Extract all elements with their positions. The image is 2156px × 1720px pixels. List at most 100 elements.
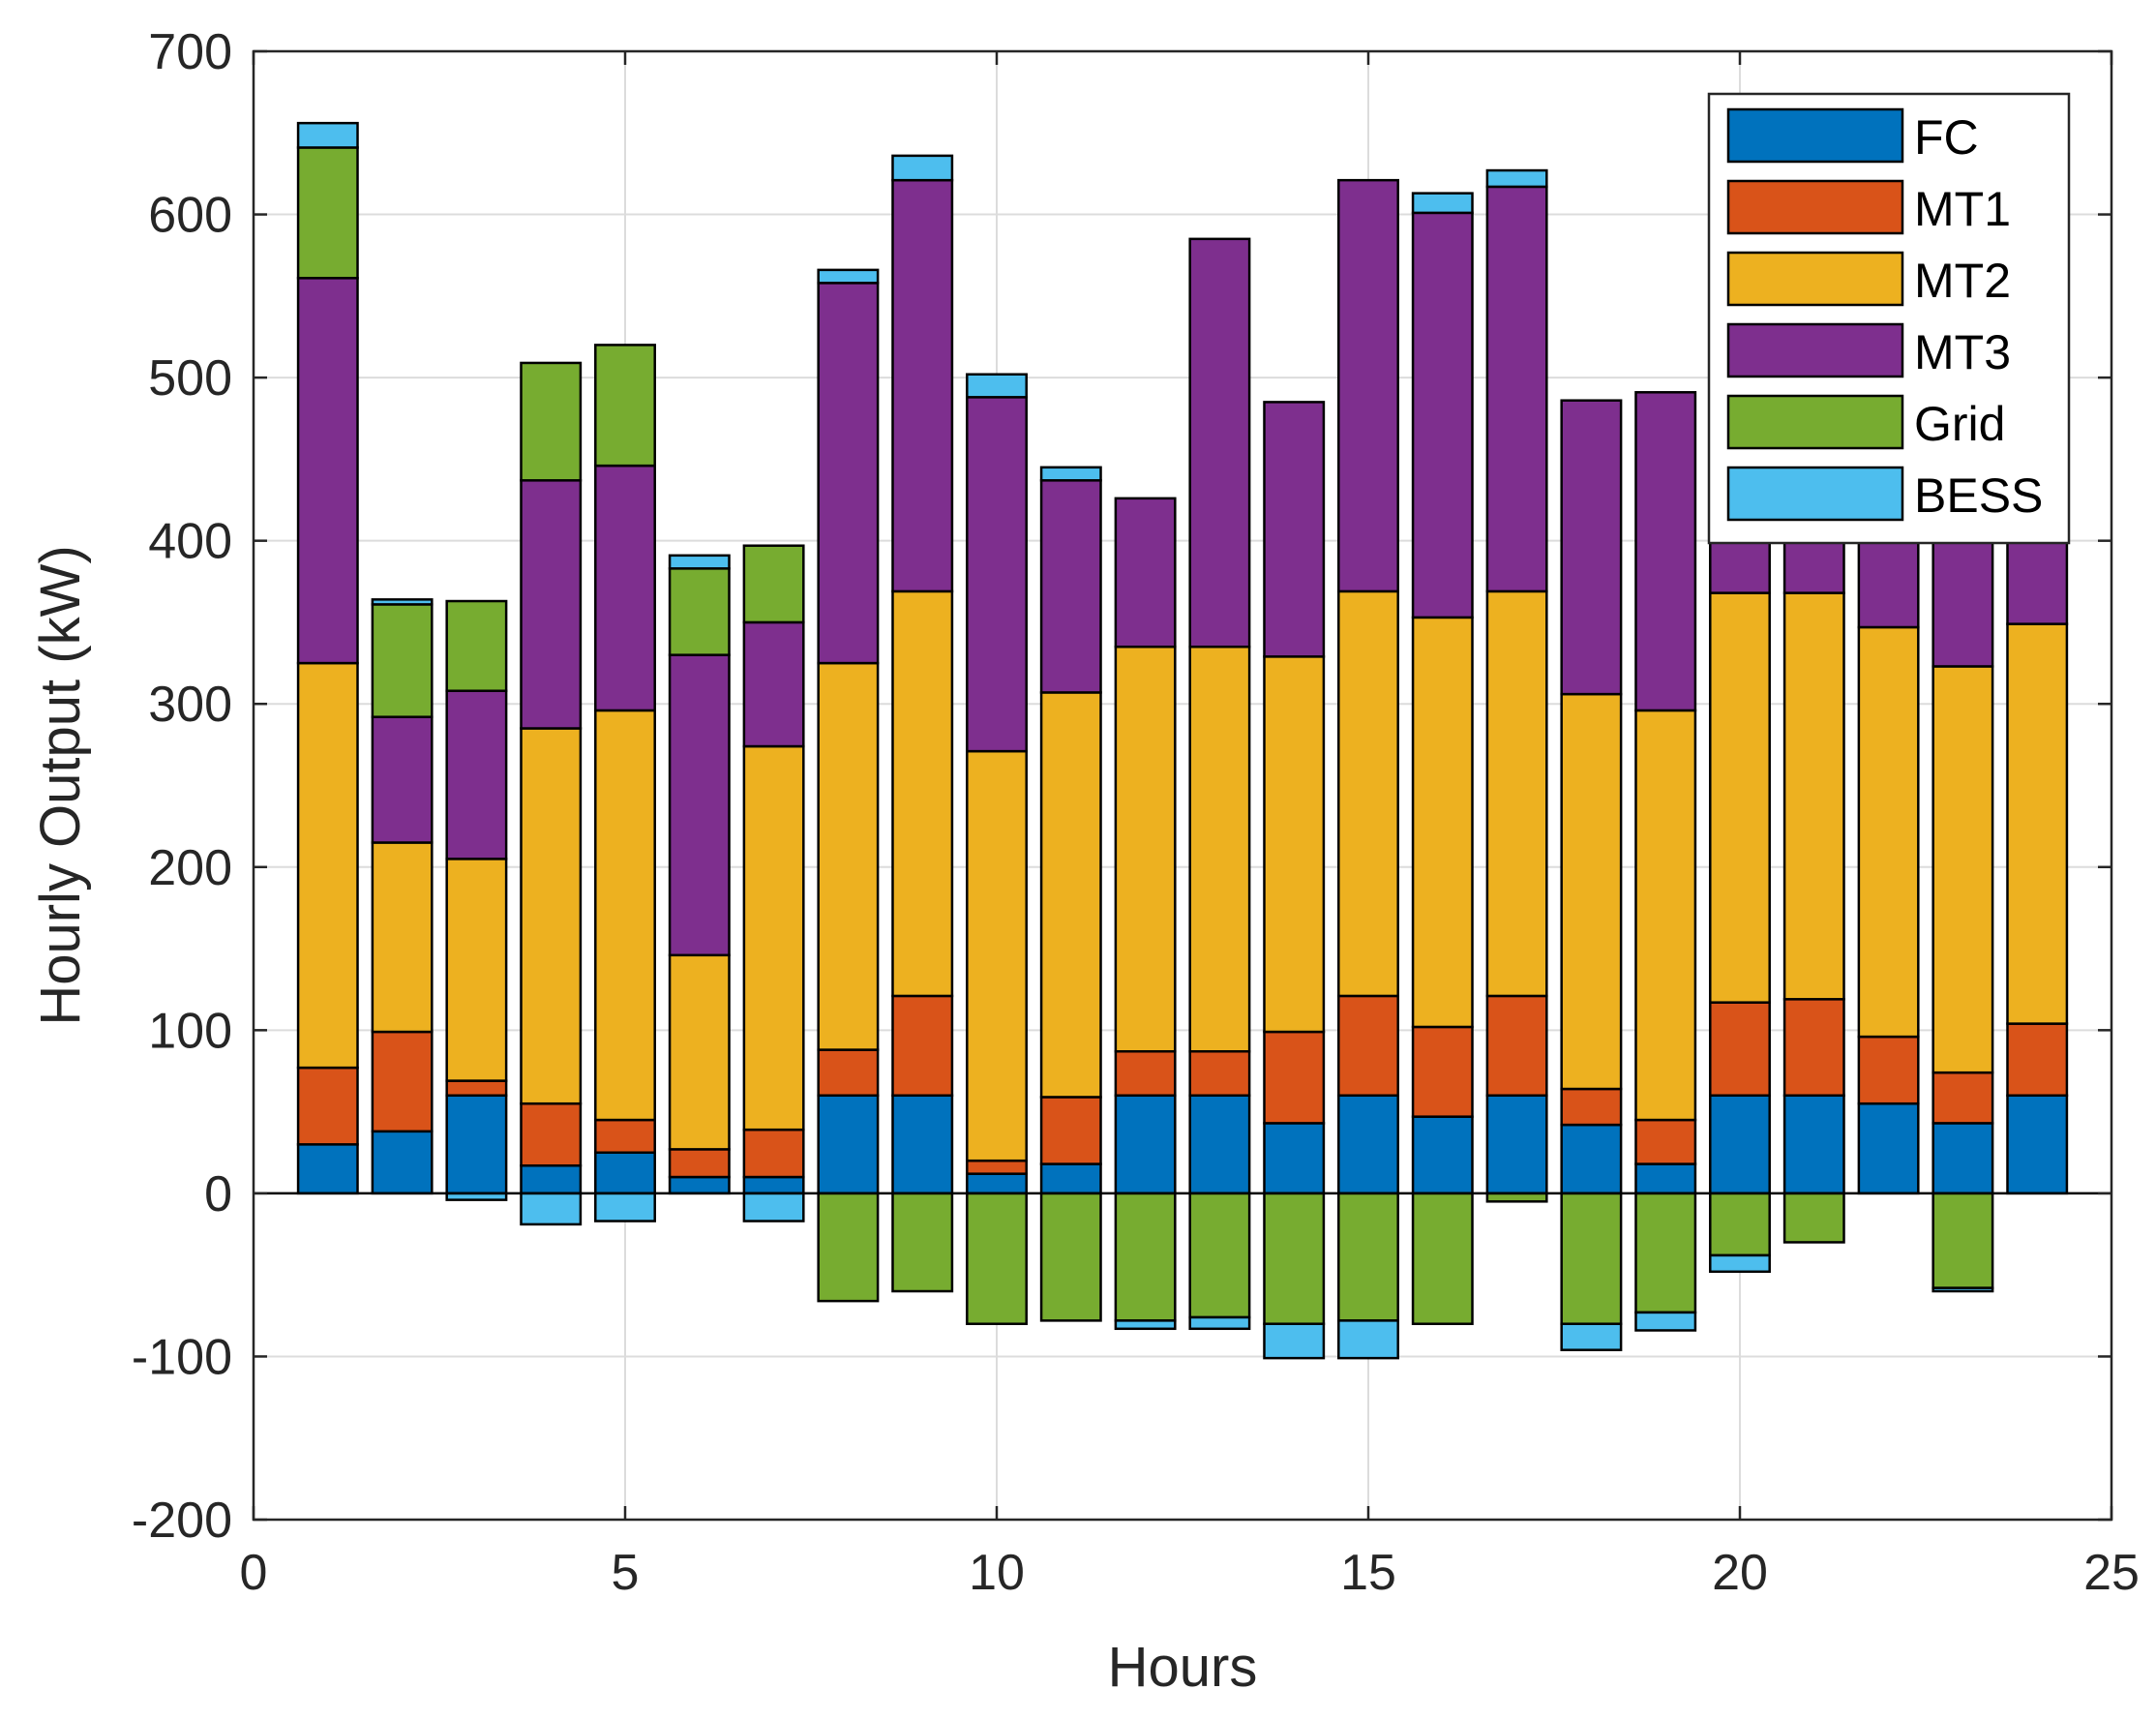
legend-label-mt2: MT2 — [1914, 254, 2011, 308]
legend-swatch-mt2 — [1726, 251, 1904, 307]
bar-bess-hour-8 — [817, 268, 880, 285]
bar-mt2-hour-7 — [742, 744, 805, 1132]
x-axis-title: Hours — [1108, 1636, 1258, 1699]
bar-bess-hour-6 — [668, 554, 731, 570]
bar-mt1-hour-11 — [1039, 1096, 1102, 1165]
bar-mt3-hour-7 — [742, 620, 805, 748]
tick-labels: 0 5 10 15 20 25 -200 -100 0 100 200 300 400 500 600 700 — [132, 24, 2140, 1601]
bar-bess-hour-23 — [1931, 1286, 1994, 1293]
bar-mt2-hour-4 — [520, 727, 583, 1105]
bar-mt3-hour-9 — [891, 178, 954, 593]
bar-mt2-hour-12 — [1114, 645, 1177, 1053]
x-tick-label: 5 — [612, 1545, 640, 1601]
legend-label-grid: Grid — [1914, 397, 2005, 451]
bar-mt1-hour-22 — [1857, 1035, 1920, 1105]
bar-fc-hour-23 — [1931, 1122, 1994, 1195]
bar-grid-hour-6 — [668, 567, 731, 656]
bar-mt1-hour-9 — [891, 994, 954, 1098]
bar-mt2-hour-15 — [1337, 589, 1399, 998]
y-tick-label: 600 — [148, 188, 232, 244]
bar-grid-hour-4 — [520, 361, 583, 482]
bar-bess-hour-17 — [1485, 168, 1548, 189]
bar-mt1-hour-12 — [1114, 1049, 1177, 1098]
bar-grid-hour-2 — [371, 603, 434, 718]
plot-frame — [252, 49, 2113, 1522]
bar-grid-hour-12 — [1114, 1192, 1177, 1322]
bar-grid-hour-10 — [966, 1192, 1028, 1325]
bar-mt1-hour-13 — [1188, 1049, 1251, 1098]
bar-mt1-hour-7 — [742, 1128, 805, 1179]
bar-mt1-hour-8 — [817, 1048, 880, 1098]
bar-grid-hour-13 — [1188, 1192, 1251, 1319]
legend-swatch-bess — [1726, 466, 1904, 522]
bar-mt2-hour-18 — [1560, 692, 1623, 1091]
bar-mt1-hour-14 — [1263, 1030, 1326, 1125]
bar-fc-hour-10 — [966, 1172, 1028, 1195]
bar-mt2-hour-20 — [1709, 591, 1771, 1004]
bar-bess-hour-2 — [371, 598, 434, 606]
bar-mt1-hour-15 — [1337, 994, 1399, 1098]
bar-grid-hour-1 — [296, 146, 359, 280]
bar-mt3-hour-6 — [668, 653, 731, 957]
bar-fc-hour-4 — [520, 1163, 583, 1195]
x-tick-label: 20 — [1712, 1545, 1768, 1601]
bar-mt1-hour-24 — [2006, 1022, 2069, 1098]
bar-mt2-hour-13 — [1188, 645, 1251, 1053]
legend-label-fc: FC — [1914, 110, 1979, 165]
bar-mt2-hour-11 — [1039, 691, 1102, 1099]
bar-mt3-hour-5 — [594, 464, 656, 712]
bar-bess-hour-19 — [1634, 1311, 1697, 1332]
bar-fc-hour-8 — [817, 1094, 880, 1195]
bar-fc-hour-14 — [1263, 1122, 1326, 1195]
bar-grid-hour-18 — [1560, 1192, 1623, 1325]
bar-mt3-hour-15 — [1337, 178, 1399, 593]
bar-mt2-hour-16 — [1411, 616, 1474, 1029]
bar-fc-hour-19 — [1634, 1162, 1697, 1195]
bar-grid-hour-8 — [817, 1192, 880, 1303]
bar-grid-hour-23 — [1931, 1192, 1994, 1289]
bar-mt2-hour-2 — [371, 841, 434, 1034]
bar-mt1-hour-2 — [371, 1030, 434, 1133]
bar-mt2-hour-21 — [1782, 591, 1845, 1001]
bar-grid-hour-20 — [1709, 1192, 1771, 1257]
y-tick-label: 200 — [148, 840, 232, 896]
y-tick-label: -100 — [132, 1329, 232, 1385]
bar-mt2-hour-22 — [1857, 625, 1920, 1039]
bar-mt3-hour-16 — [1411, 211, 1474, 619]
bar-mt1-hour-16 — [1411, 1025, 1474, 1118]
x-tick-label: 10 — [969, 1545, 1025, 1601]
bar-fc-hour-2 — [371, 1130, 434, 1195]
legend-label-bess: BESS — [1914, 468, 2043, 523]
bar-mt3-hour-12 — [1114, 497, 1177, 649]
bar-grid-hour-16 — [1411, 1192, 1474, 1325]
bar-mt1-hour-1 — [296, 1066, 359, 1146]
bar-mt1-hour-20 — [1709, 1001, 1771, 1098]
bar-bess-hour-14 — [1263, 1322, 1326, 1360]
bar-mt1-hour-3 — [445, 1079, 508, 1098]
bar-bess-hour-15 — [1337, 1319, 1399, 1360]
bar-mt2-hour-17 — [1485, 589, 1548, 998]
bar-fc-hour-9 — [891, 1094, 954, 1195]
bar-mt3-hour-8 — [817, 282, 880, 665]
bar-mt1-hour-4 — [520, 1101, 583, 1167]
bar-fc-hour-21 — [1782, 1094, 1845, 1195]
bar-mt3-hour-10 — [966, 396, 1028, 753]
bar-mt2-hour-1 — [296, 661, 359, 1070]
bar-bess-hour-4 — [520, 1192, 583, 1226]
bar-fc-hour-24 — [2006, 1094, 2069, 1195]
bar-fc-hour-20 — [1709, 1094, 1771, 1195]
bar-bess-hour-1 — [296, 121, 359, 149]
y-tick-label: 700 — [148, 24, 232, 80]
bar-grid-hour-15 — [1337, 1192, 1399, 1322]
bar-bess-hour-10 — [966, 373, 1028, 399]
legend: FC MT1 MT2 MT3 Grid BESS — [1707, 92, 2071, 545]
bar-mt2-hour-5 — [594, 709, 656, 1122]
bar-mt1-hour-23 — [1931, 1071, 1994, 1125]
y-axis-title: Hourly Output (kW) — [29, 545, 92, 1025]
bar-fc-hour-15 — [1337, 1094, 1399, 1195]
bar-mt2-hour-10 — [966, 749, 1028, 1162]
y-tick-label: 100 — [148, 1003, 232, 1059]
bar-grid-hour-7 — [742, 544, 805, 624]
bar-mt3-hour-1 — [296, 277, 359, 665]
bar-mt3-hour-11 — [1039, 479, 1102, 694]
